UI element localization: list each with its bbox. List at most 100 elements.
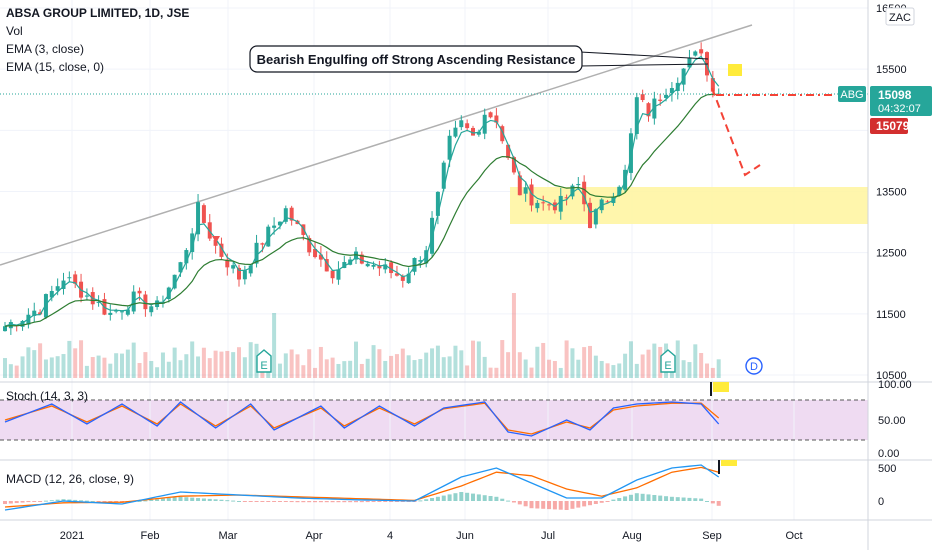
macd-hist-bar xyxy=(301,501,306,503)
stoch-title[interactable]: Stoch (14, 3, 3) xyxy=(6,389,89,403)
candle xyxy=(196,194,201,242)
x-tick-label: Apr xyxy=(305,530,322,542)
volume-bar xyxy=(90,357,95,378)
symbol-badge[interactable]: ABG xyxy=(838,86,866,102)
volume-bar xyxy=(564,340,569,378)
candle xyxy=(318,246,323,267)
macd-hist-bar xyxy=(172,497,177,501)
candle xyxy=(605,199,610,203)
candle xyxy=(687,49,692,69)
volume-bar xyxy=(354,341,358,378)
macd-hist-bar xyxy=(324,501,329,503)
macd-hist-bar xyxy=(3,501,7,504)
x-tick-label: Jul xyxy=(541,530,555,542)
macd-hist-bar xyxy=(289,501,294,503)
y-tick-label: 10500 xyxy=(876,370,907,382)
volume-bar xyxy=(582,347,587,378)
volume-bar xyxy=(605,363,610,378)
volume-bar xyxy=(125,349,130,378)
candle xyxy=(535,200,540,213)
candle xyxy=(523,181,528,202)
volume-bar xyxy=(336,363,341,378)
macd-hist-bar xyxy=(371,501,376,503)
volume-bar xyxy=(412,360,417,378)
candle xyxy=(307,235,312,257)
legend-volume[interactable]: Vol xyxy=(6,24,23,38)
macd-hist-bar xyxy=(8,501,13,504)
ema-value-badge[interactable]: 15079 xyxy=(870,118,910,134)
candle xyxy=(120,311,124,320)
volume-bar xyxy=(430,348,435,378)
candle xyxy=(465,119,470,132)
volume-bar xyxy=(67,340,72,378)
macd-hist-bar xyxy=(588,501,592,506)
svg-text:15079: 15079 xyxy=(876,119,910,133)
volume-bar xyxy=(535,346,540,378)
volume-bar xyxy=(418,359,423,378)
volume-bar xyxy=(681,360,686,378)
volume-bar xyxy=(652,343,657,378)
macd-hist-bar xyxy=(313,501,318,503)
macd-hist-bar xyxy=(383,501,388,502)
macd-hist-bar xyxy=(348,501,353,503)
candle xyxy=(43,293,48,320)
volume-bar xyxy=(599,360,604,378)
last-price-badge[interactable]: 15098 04:32:07 xyxy=(870,86,932,116)
volume-bar xyxy=(646,349,651,378)
x-tick-label: Oct xyxy=(785,530,802,542)
candle xyxy=(582,175,587,212)
macd-hist-bar xyxy=(418,500,423,502)
volume-bar xyxy=(359,363,364,378)
support-zone xyxy=(510,187,868,224)
volume-bar xyxy=(611,365,616,378)
candle xyxy=(476,129,481,137)
macd-hist-bar xyxy=(599,501,604,503)
macd-hist-bar xyxy=(389,501,394,502)
annotation-box[interactable] xyxy=(249,45,583,73)
macd-hist-bar xyxy=(517,501,522,505)
candle xyxy=(693,50,698,57)
macd-hist-bar xyxy=(664,496,669,501)
x-tick-label: Aug xyxy=(622,530,642,542)
volume-bar xyxy=(219,351,224,378)
candle xyxy=(172,274,177,290)
macd-tick-label: 500 xyxy=(878,463,896,475)
macd-hist-bar xyxy=(108,501,113,503)
volume-bar xyxy=(237,347,241,378)
macd-title[interactable]: MACD (12, 26, close, 9) xyxy=(6,472,135,486)
volume-bar xyxy=(201,347,206,378)
legend-ema-15[interactable]: EMA (15, close, 0) xyxy=(6,60,105,74)
macd-hist-bar xyxy=(705,501,709,502)
dividend-marker-icon[interactable]: D xyxy=(745,357,763,375)
macd-hist-bar xyxy=(67,499,72,501)
volume-bar xyxy=(3,358,7,378)
highlight-flag-main xyxy=(728,64,742,76)
macd-hist-bar xyxy=(558,501,563,510)
currency-badge[interactable]: ZAC xyxy=(885,7,915,26)
x-tick-label: 4 xyxy=(387,530,393,542)
macd-hist-bar xyxy=(14,501,19,504)
volume-bar xyxy=(225,350,230,378)
legend-ema-3[interactable]: EMA (3, close) xyxy=(6,42,85,56)
macd-hist-bar xyxy=(541,501,546,509)
candle xyxy=(73,270,78,289)
macd-hist-bar xyxy=(283,501,288,502)
macd-hist-bar xyxy=(318,501,323,503)
volume-bar xyxy=(73,348,78,378)
earnings-marker-icon[interactable]: E xyxy=(256,349,272,373)
candle xyxy=(699,42,704,58)
volume-bar xyxy=(178,360,183,378)
volume-bar xyxy=(272,313,277,378)
macd-hist-bar xyxy=(219,499,224,501)
volume-bar xyxy=(383,360,388,378)
chart-title[interactable]: ABSA GROUP LIMITED, 1D, JSE xyxy=(6,6,190,20)
macd-hist-bar xyxy=(640,493,645,501)
macd-hist-bar xyxy=(582,501,587,507)
volume-bar xyxy=(529,367,534,378)
volume-bar xyxy=(371,345,376,378)
earnings-marker-icon[interactable]: E xyxy=(660,349,676,373)
macd-hist-bar xyxy=(529,501,534,509)
volume-bar xyxy=(447,356,452,378)
macd-hist-bar xyxy=(488,496,493,501)
